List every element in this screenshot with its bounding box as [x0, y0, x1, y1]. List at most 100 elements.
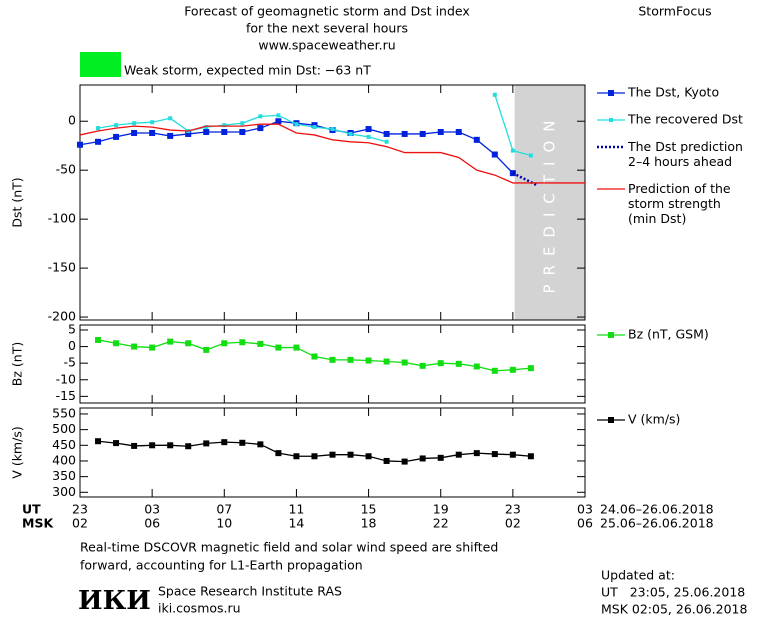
data-point [131, 442, 138, 449]
x-tick-label-msk: 14 [288, 516, 304, 531]
data-point [132, 121, 137, 126]
data-point [473, 363, 480, 370]
data-point [473, 450, 480, 457]
data-point [239, 439, 246, 446]
data-point [204, 125, 209, 130]
data-point [131, 129, 138, 136]
data-point [203, 346, 210, 353]
data-point [114, 123, 119, 128]
data-point [294, 122, 299, 127]
data-point [185, 340, 192, 347]
data-point [293, 453, 300, 460]
data-point [366, 134, 371, 139]
data-point [437, 129, 444, 135]
series-line [79, 120, 514, 174]
y-tick-label: 0 [68, 113, 76, 128]
y-tick-label: -15 [56, 388, 76, 403]
data-point [401, 458, 408, 465]
x-tick-label-msk: 06 [577, 516, 593, 531]
y-tick-label: -5 [64, 355, 76, 370]
x-tick-label: 23 [72, 502, 88, 517]
brand: StormFocus [638, 4, 711, 19]
logo: ИКИ [78, 586, 151, 616]
data-point [383, 457, 390, 464]
data-point [509, 451, 516, 458]
data-point [185, 130, 192, 137]
panel-frame [79, 407, 586, 498]
data-point [167, 442, 174, 449]
data-point [222, 123, 227, 128]
prediction-zone [514, 85, 585, 320]
x-tick-label: 15 [361, 502, 377, 517]
row-label: MSK [22, 516, 54, 531]
x-tick-label: 07 [216, 502, 232, 517]
y-tick-label: -50 [56, 162, 76, 177]
data-point [239, 129, 246, 135]
y-tick-label: 550 [52, 405, 76, 420]
y-tick-label: 300 [52, 484, 76, 499]
data-point [365, 453, 372, 460]
data-point [149, 129, 156, 136]
data-point [77, 141, 83, 148]
data-point [257, 125, 264, 132]
data-point [330, 127, 335, 132]
data-point [203, 129, 210, 135]
data-point [113, 340, 120, 347]
y-tick-label: 500 [52, 421, 76, 436]
data-point [95, 438, 102, 445]
data-point [168, 116, 173, 121]
status-box [80, 52, 121, 77]
data-point [131, 343, 138, 350]
data-point [383, 130, 390, 137]
data-point [221, 129, 228, 135]
data-point [419, 362, 426, 369]
legend-label: The Dst prediction 2–4 hours ahead [627, 139, 743, 169]
x-tick-label: 11 [288, 502, 304, 517]
data-point [455, 129, 462, 135]
data-point [473, 136, 480, 143]
legend-marker [608, 332, 614, 338]
series-line [79, 123, 585, 184]
data-point [113, 133, 120, 140]
data-point [167, 338, 174, 345]
data-point [293, 344, 300, 351]
site: iki.cosmos.ru [158, 601, 241, 616]
data-point [384, 139, 389, 144]
legend-label: The Dst, Kyoto [627, 85, 719, 100]
data-point [347, 356, 354, 363]
data-point [455, 360, 462, 367]
legend-label: Prediction of the storm strength (min Dst) [628, 181, 731, 226]
prediction-label: PREDICTION [540, 111, 558, 293]
x-tick-label-msk: 22 [433, 516, 449, 531]
x-tick-label: 03 [144, 502, 160, 517]
data-point [528, 153, 533, 158]
data-point [312, 125, 317, 130]
note: forward, accounting for L1-Earth propaga… [80, 558, 363, 573]
data-point [203, 440, 210, 447]
y-tick-label: 350 [52, 468, 76, 483]
data-point [401, 359, 408, 366]
data-point [419, 455, 426, 462]
data-point [95, 336, 102, 343]
data-point [347, 451, 354, 458]
data-point [185, 443, 192, 450]
status-text: Weak storm, expected min Dst: −63 nT [124, 63, 371, 78]
data-point [527, 453, 534, 460]
data-point [275, 450, 282, 457]
x-tick-label: 19 [433, 502, 449, 517]
data-point [221, 439, 228, 446]
data-point [365, 126, 372, 133]
legend-label: The recovered Dst [627, 112, 743, 127]
note: Real-time DSCOVR magnetic field and sola… [80, 540, 498, 555]
data-point [257, 340, 264, 347]
data-point [149, 344, 156, 351]
y-tick-label: -200 [48, 309, 76, 324]
data-point [221, 340, 228, 347]
panel-frame [79, 84, 586, 321]
updated: UT 23:05, 25.06.2018 [601, 585, 745, 600]
data-point [275, 344, 282, 351]
x-tick-label-msk: 06 [144, 516, 160, 531]
data-point [455, 451, 462, 458]
data-point [510, 148, 515, 153]
panel-frame [79, 324, 586, 404]
